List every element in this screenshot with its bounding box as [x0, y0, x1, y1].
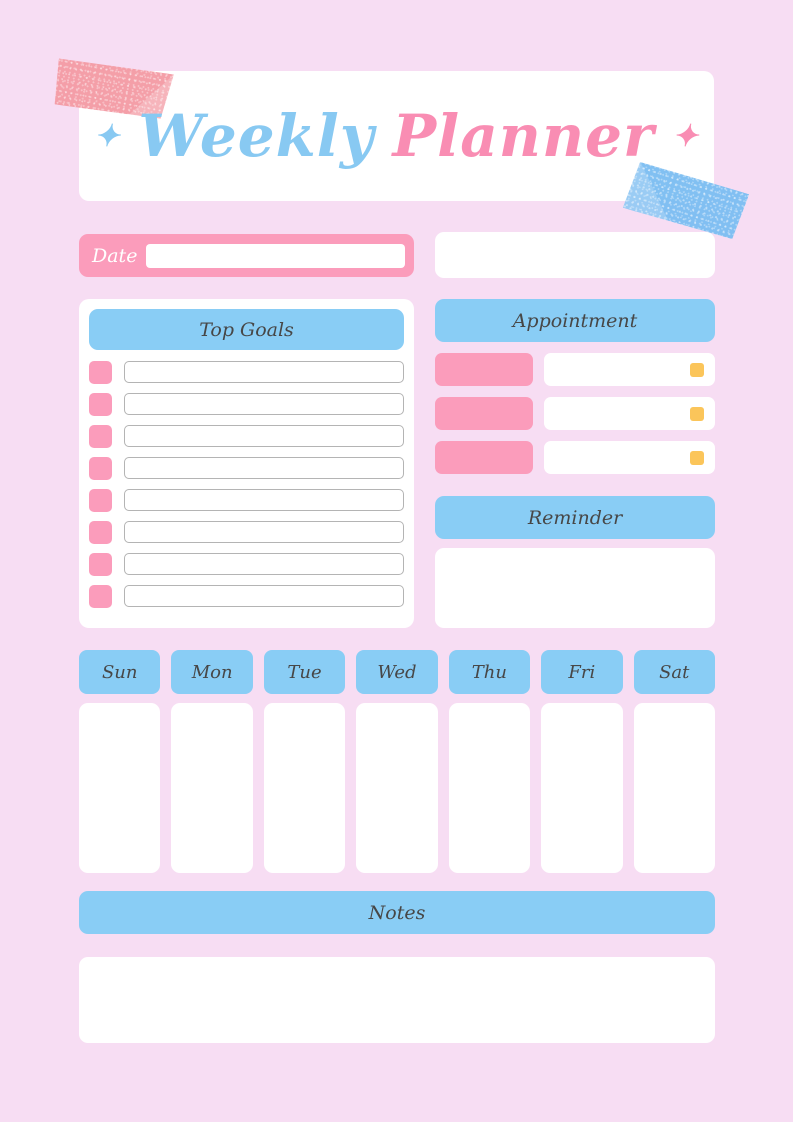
- goal-input[interactable]: [124, 393, 404, 415]
- goal-input[interactable]: [124, 585, 404, 607]
- goal-checkbox[interactable]: [89, 392, 112, 416]
- goal-input[interactable]: [124, 457, 404, 479]
- goal-row: [89, 392, 404, 416]
- day-column-mon[interactable]: [171, 703, 253, 873]
- day-header-mon: Mon: [171, 650, 253, 694]
- goal-checkbox[interactable]: [89, 360, 112, 384]
- appointment-row: [435, 441, 715, 474]
- appointment-time-input[interactable]: [435, 397, 533, 430]
- day-column-fri[interactable]: [541, 703, 623, 873]
- reminder-heading: Reminder: [435, 496, 715, 539]
- appointment-time-input[interactable]: [435, 441, 533, 474]
- day-header-thu: Thu: [448, 650, 531, 694]
- goal-checkbox[interactable]: [89, 424, 112, 448]
- header-card: [79, 71, 714, 201]
- day-header-tue: Tue: [263, 650, 346, 694]
- day-column-tue[interactable]: [263, 703, 346, 873]
- date-field-group: Date: [79, 234, 414, 277]
- goal-row: [89, 456, 404, 480]
- appointment-heading: Appointment: [435, 299, 715, 342]
- goal-row: [89, 424, 404, 448]
- sparkle-right-icon: ✦: [672, 118, 699, 154]
- notes-input[interactable]: [79, 957, 715, 1043]
- goal-input[interactable]: [124, 361, 404, 383]
- goal-input[interactable]: [124, 553, 404, 575]
- date-label: Date: [92, 244, 138, 267]
- appointment-list: [435, 353, 715, 474]
- goal-checkbox[interactable]: [89, 520, 112, 544]
- appointment-row: [435, 397, 715, 430]
- goal-input[interactable]: [124, 521, 404, 543]
- appointment-marker-icon: [690, 450, 704, 465]
- title-weekly: Weekly: [138, 102, 375, 170]
- goal-row: [89, 520, 404, 544]
- date-input[interactable]: [146, 243, 405, 268]
- header-section: ✦ Weekly Planner ✦: [79, 71, 714, 201]
- sparkle-left-icon: ✦: [94, 118, 121, 154]
- page-title: ✦ Weekly Planner ✦: [79, 71, 714, 201]
- goal-row: [89, 552, 404, 576]
- goal-checkbox[interactable]: [89, 584, 112, 608]
- day-header-sat: Sat: [633, 650, 715, 694]
- day-column-sun[interactable]: [79, 703, 161, 873]
- day-header-sun: Sun: [79, 650, 161, 694]
- goal-row: [89, 488, 404, 512]
- day-header-fri: Fri: [541, 650, 623, 694]
- goal-row: [89, 584, 404, 608]
- day-header-wed: Wed: [356, 650, 438, 694]
- notes-heading: Notes: [79, 891, 715, 934]
- top-goals-list: [89, 360, 404, 608]
- day-column-thu[interactable]: [448, 703, 531, 873]
- appointment-marker-icon: [690, 362, 704, 377]
- goal-input[interactable]: [124, 425, 404, 447]
- week-day-columns: [79, 703, 715, 873]
- week-day-headers: Sun Mon Tue Wed Thu Fri Sat: [79, 650, 715, 694]
- goal-input[interactable]: [124, 489, 404, 511]
- top-goals-heading: Top Goals: [89, 309, 404, 350]
- day-column-wed[interactable]: [356, 703, 438, 873]
- top-goals-card: Top Goals: [79, 299, 414, 628]
- goal-checkbox[interactable]: [89, 456, 112, 480]
- day-column-sat[interactable]: [633, 703, 715, 873]
- appointment-row: [435, 353, 715, 386]
- appointment-detail-input[interactable]: [544, 441, 715, 474]
- reminder-input[interactable]: [435, 548, 715, 628]
- title-planner: Planner: [392, 102, 655, 170]
- goal-row: [89, 360, 404, 384]
- goal-checkbox[interactable]: [89, 552, 112, 576]
- appointment-marker-icon: [690, 406, 704, 421]
- appointment-time-input[interactable]: [435, 353, 533, 386]
- appointment-detail-input[interactable]: [544, 397, 715, 430]
- appointment-detail-input[interactable]: [544, 353, 715, 386]
- goal-checkbox[interactable]: [89, 488, 112, 512]
- header-side-note-box[interactable]: [435, 232, 715, 278]
